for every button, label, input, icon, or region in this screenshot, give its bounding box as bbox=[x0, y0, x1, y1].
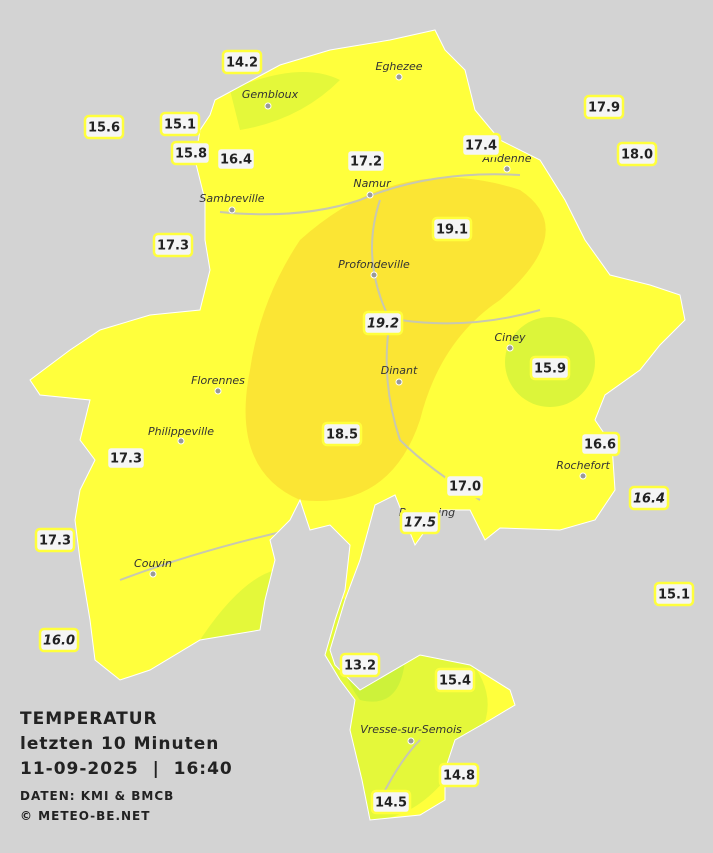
station-box bbox=[159, 111, 201, 137]
source: DATEN: KMI & BMCB bbox=[20, 789, 174, 803]
subtitle: letzten 10 Minuten bbox=[20, 734, 219, 754]
station-box bbox=[529, 355, 571, 381]
station-temp: 14.5 bbox=[375, 796, 407, 811]
station-box bbox=[438, 762, 480, 788]
station-box bbox=[583, 94, 625, 120]
station-box bbox=[215, 146, 257, 172]
station-temp: 17.2 bbox=[350, 155, 382, 170]
station-box bbox=[616, 141, 658, 167]
city-label: Philippeville bbox=[148, 425, 214, 438]
station-temp: 13.2 bbox=[344, 659, 376, 674]
station-temp: 19.1 bbox=[436, 223, 468, 238]
station-box bbox=[339, 652, 381, 678]
station-temp: 17.3 bbox=[110, 452, 142, 467]
credit: © METEO-BE.NET bbox=[20, 809, 150, 823]
station-box bbox=[38, 627, 80, 653]
city-dot bbox=[214, 387, 222, 395]
station-box bbox=[362, 310, 404, 336]
city-dot bbox=[366, 191, 374, 199]
city-dot bbox=[407, 737, 415, 745]
stations: 14.2 15.6 15.1 15.8 16.4 17.2 17.4 17.9 18.0 17.3… bbox=[34, 49, 695, 815]
city-label: Namur bbox=[353, 177, 392, 190]
station-box bbox=[434, 667, 476, 693]
city-dot bbox=[264, 102, 272, 110]
station-box bbox=[221, 49, 263, 75]
station-temp: 15.6 bbox=[88, 121, 120, 136]
station-box bbox=[170, 140, 212, 166]
station-box bbox=[653, 581, 695, 607]
station-box bbox=[460, 132, 502, 158]
city-dot bbox=[506, 344, 514, 352]
station-temp: 17.3 bbox=[39, 534, 71, 549]
timestamp: 11-09-2025 | 16:40 bbox=[20, 759, 233, 779]
station-box bbox=[579, 431, 621, 457]
station-temp: 16.6 bbox=[584, 438, 616, 453]
city-label: Couvin bbox=[134, 557, 172, 570]
station-temp: 15.9 bbox=[534, 362, 566, 377]
station-temp: 16.4 bbox=[220, 153, 252, 168]
station-temp: 15.1 bbox=[658, 588, 690, 603]
city-dot bbox=[228, 206, 236, 214]
station-temp: 18.0 bbox=[621, 148, 653, 163]
station-temp: 17.0 bbox=[449, 480, 481, 495]
city-label: Gembloux bbox=[242, 88, 299, 101]
city-label: Profondeville bbox=[338, 258, 410, 271]
station-box bbox=[34, 527, 76, 553]
station-temp: 15.1 bbox=[164, 118, 196, 133]
city-dot bbox=[395, 73, 403, 81]
station-box bbox=[431, 216, 473, 242]
city-dot bbox=[579, 472, 587, 480]
station-temp: 14.2 bbox=[226, 56, 258, 71]
station-temp: 18.5 bbox=[326, 428, 358, 443]
city-label: Florennes bbox=[191, 374, 245, 387]
station-box bbox=[399, 509, 441, 535]
station-box bbox=[370, 789, 412, 815]
city-dot bbox=[177, 437, 185, 445]
station-box bbox=[321, 421, 363, 447]
station-box bbox=[152, 232, 194, 258]
city-dot bbox=[370, 271, 378, 279]
city-dot bbox=[149, 570, 157, 578]
station-box bbox=[628, 485, 670, 511]
station-temp: 16.0 bbox=[43, 634, 75, 649]
city-label: Dinant bbox=[381, 364, 418, 377]
cities: EghezeeGemblouxAndenneNamurSambrevillePr… bbox=[134, 60, 610, 745]
city-dot bbox=[395, 378, 403, 386]
station-box bbox=[83, 114, 125, 140]
station-temp: 17.9 bbox=[588, 101, 620, 116]
station-temp: 16.4 bbox=[633, 492, 665, 507]
city-label: Vresse-sur-Semois bbox=[360, 723, 462, 736]
title: TEMPERATUR bbox=[20, 709, 158, 729]
city-dot bbox=[503, 165, 511, 173]
city-label: Ciney bbox=[495, 331, 526, 344]
station-box bbox=[105, 445, 147, 471]
station-temp: 17.5 bbox=[404, 516, 436, 531]
station-box bbox=[345, 148, 387, 174]
station-temp: 15.4 bbox=[439, 674, 471, 689]
city-label: Sambreville bbox=[199, 192, 264, 205]
station-temp: 15.8 bbox=[175, 147, 207, 162]
station-temp: 14.8 bbox=[443, 769, 475, 784]
city-label: Rochefort bbox=[556, 459, 610, 472]
station-box bbox=[444, 473, 486, 499]
station-temp: 19.2 bbox=[367, 317, 399, 332]
station-temp: 17.3 bbox=[157, 239, 189, 254]
station-temp: 17.4 bbox=[465, 139, 497, 154]
city-label: Eghezee bbox=[376, 60, 423, 73]
